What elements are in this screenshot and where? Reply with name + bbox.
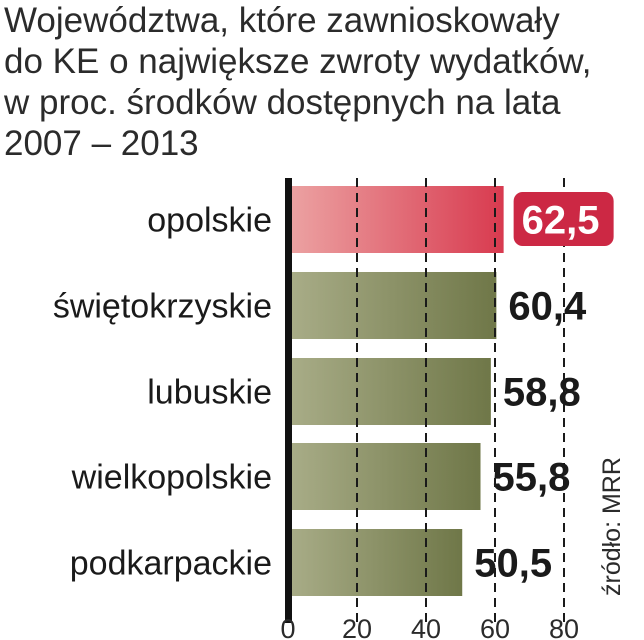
chart-title: Województwa, które zawnioskowały do KE o… bbox=[4, 0, 640, 164]
category-label-2: świętokrzyskie bbox=[53, 288, 272, 326]
x-tick-label-20: 20 bbox=[342, 614, 372, 640]
category-label-3: lubuskie bbox=[147, 374, 272, 412]
source-note: źródło: MRR bbox=[598, 457, 626, 596]
x-tick-label-80: 80 bbox=[549, 614, 579, 640]
x-tick-label-60: 60 bbox=[480, 614, 510, 640]
bar-2 bbox=[288, 272, 497, 339]
title-line-2: do KE o największe zwroty wydatków, bbox=[4, 42, 592, 81]
category-label-5: podkarpackie bbox=[70, 545, 272, 583]
x-tick-label-0: 0 bbox=[280, 614, 295, 640]
value-label-1: 62,5 bbox=[522, 199, 600, 243]
value-label-4: 55,8 bbox=[493, 456, 571, 500]
axis-layer: 0 20 40 60 80 bbox=[280, 178, 579, 640]
y-axis-line bbox=[285, 178, 292, 623]
value-label-2: 60,4 bbox=[508, 285, 587, 329]
highlight-badge bbox=[513, 192, 614, 246]
category-label-1: opolskie bbox=[147, 202, 272, 240]
title-line-4: 2007 – 2013 bbox=[4, 124, 199, 163]
value-label-5: 50,5 bbox=[474, 542, 552, 586]
value-label-3: 58,8 bbox=[503, 371, 581, 415]
title-line-1: Województwa, które zawnioskowały bbox=[4, 1, 560, 40]
bar-1 bbox=[288, 186, 504, 253]
labels-layer: opolskie 62,5 świętokrzyskie 60,4 lubuskie 58… bbox=[53, 192, 614, 586]
bar-4 bbox=[288, 443, 481, 510]
category-label-4: wielkopolskie bbox=[71, 459, 272, 497]
title-line-3: w proc. środków dostępnych na lata bbox=[4, 83, 561, 122]
bar-5 bbox=[288, 529, 463, 596]
bar-3 bbox=[288, 358, 491, 425]
bars-layer bbox=[288, 186, 504, 596]
x-tick-label-40: 40 bbox=[411, 614, 441, 640]
